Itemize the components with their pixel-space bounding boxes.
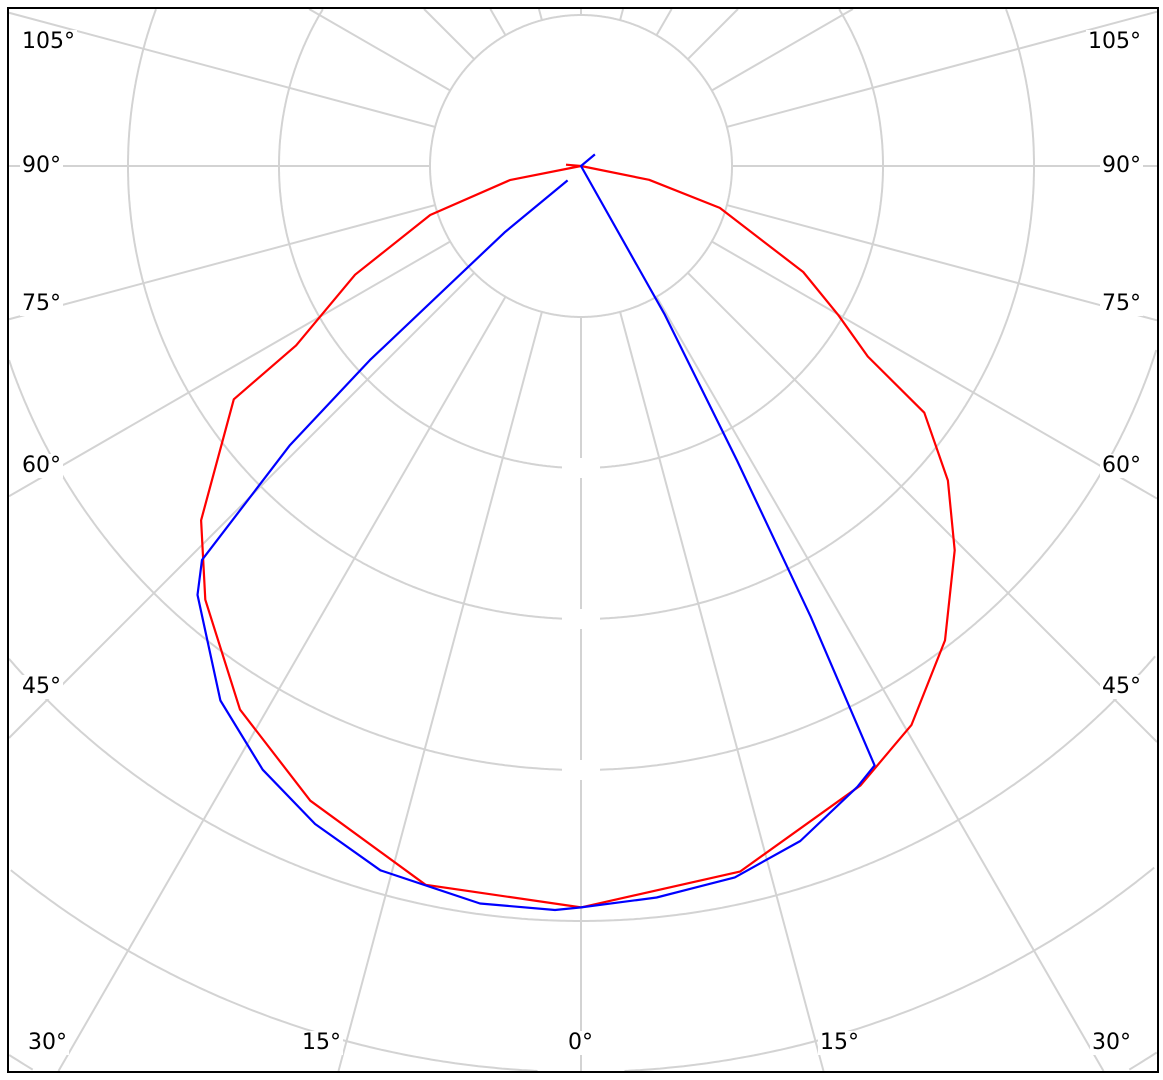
grid-ring bbox=[8, 1054, 34, 1071]
grid-spoke bbox=[726, 204, 1158, 322]
angle-label-left-90: 90° bbox=[20, 153, 63, 178]
grid-ring bbox=[8, 349, 1158, 771]
angle-label-right-90: 90° bbox=[1100, 153, 1143, 178]
series-line-1 bbox=[200, 163, 956, 909]
grid-ring bbox=[8, 655, 1156, 922]
plot-frame bbox=[7, 7, 1159, 1073]
angle-label-right-60: 60° bbox=[1100, 453, 1143, 478]
angle-label-left-75: 75° bbox=[20, 291, 63, 316]
grid-spoke bbox=[687, 8, 739, 60]
grid-spoke bbox=[57, 296, 507, 1072]
ring-label-gap bbox=[562, 458, 600, 478]
ring-label-gap bbox=[562, 760, 600, 780]
grid-spoke bbox=[655, 296, 1105, 1072]
grid-spoke bbox=[619, 311, 825, 1072]
grid-ring bbox=[429, 14, 733, 318]
grid-spoke bbox=[711, 240, 1158, 500]
grid-spoke bbox=[687, 272, 1158, 743]
grid-spoke bbox=[711, 8, 854, 92]
ring-label-gap bbox=[562, 609, 600, 629]
grid-spoke bbox=[619, 8, 625, 21]
angle-label-bottom-30-left: 30° bbox=[26, 1030, 69, 1055]
angle-label-bottom-30-right: 30° bbox=[1090, 1030, 1133, 1055]
grid-spoke bbox=[337, 311, 543, 1072]
grid-ring bbox=[1128, 1051, 1158, 1071]
grid-spoke bbox=[8, 11, 436, 128]
series-line-2 bbox=[196, 153, 876, 912]
angle-label-right-105: 105° bbox=[1086, 29, 1143, 54]
angle-label-right-45: 45° bbox=[1100, 674, 1143, 699]
angle-label-left-105: 105° bbox=[20, 29, 77, 54]
angle-label-bottom-0: 0° bbox=[566, 1030, 595, 1055]
grid-spoke bbox=[537, 8, 543, 21]
grid-spoke bbox=[8, 272, 475, 739]
grid-spoke bbox=[726, 10, 1158, 128]
angle-label-right-75: 75° bbox=[1100, 291, 1143, 316]
angle-label-bottom-15-left: 15° bbox=[300, 1030, 343, 1055]
grid-spoke bbox=[489, 8, 507, 36]
grid-spoke bbox=[8, 240, 451, 498]
grid-spoke bbox=[423, 8, 475, 60]
angle-label-left-45: 45° bbox=[20, 674, 63, 699]
grid-ring bbox=[10, 869, 538, 1072]
grid-spoke bbox=[8, 204, 436, 321]
angle-label-bottom-15-right: 15° bbox=[818, 1030, 861, 1055]
grid-spoke bbox=[308, 8, 451, 92]
angle-label-left-60: 60° bbox=[20, 453, 63, 478]
grid-ring bbox=[624, 866, 1155, 1072]
grid-spoke bbox=[655, 8, 673, 36]
